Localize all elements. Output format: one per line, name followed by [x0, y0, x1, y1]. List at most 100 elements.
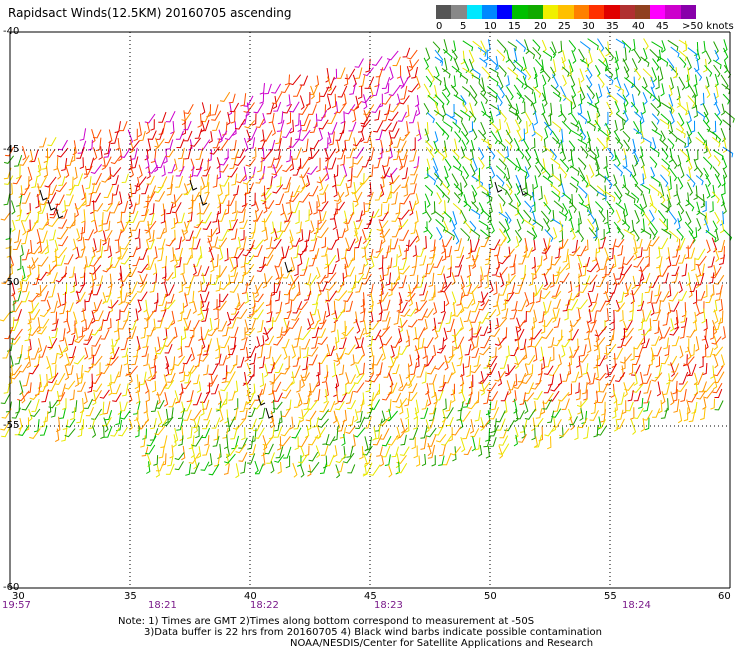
wind-barb	[131, 355, 138, 366]
wind-barb	[524, 112, 532, 127]
wind-barb	[310, 320, 320, 330]
wind-barb	[57, 345, 68, 356]
wind-barb	[677, 102, 688, 116]
wind-barb	[75, 246, 80, 260]
wind-barb	[689, 281, 698, 292]
wind-barb	[453, 183, 464, 197]
wind-barb	[297, 245, 308, 256]
wind-barb	[167, 455, 174, 467]
wind-barb	[367, 147, 375, 161]
wind-barb	[712, 137, 721, 148]
wind-barb	[568, 193, 574, 208]
wind-barb	[722, 93, 730, 105]
latitude-label: -40	[3, 26, 20, 37]
wind-barb	[261, 185, 273, 196]
wind-barb	[274, 257, 283, 268]
wind-barb	[30, 245, 41, 255]
wind-barb	[187, 362, 200, 374]
wind-barb	[649, 202, 658, 214]
wind-barb	[118, 191, 123, 206]
wind-barb	[291, 427, 302, 439]
wind-barb	[259, 92, 265, 104]
wind-barb	[633, 111, 643, 122]
wind-barb	[192, 238, 201, 250]
wind-barb	[587, 319, 597, 333]
wind-barb	[453, 155, 462, 169]
wind-barb	[578, 417, 588, 429]
wind-barb	[712, 166, 720, 179]
wind-barb	[640, 56, 650, 68]
wind-barb	[641, 326, 652, 336]
wind-barb	[1, 273, 12, 285]
wind-barb	[37, 200, 42, 214]
wind-barb	[444, 354, 455, 363]
wind-barb	[201, 110, 212, 123]
wind-barb	[216, 139, 229, 151]
wind-barb	[245, 399, 256, 410]
wind-barb	[139, 274, 144, 288]
wind-speed-legend: 0 5 10 15 20 25 30 35 40 45 >50 knots	[436, 5, 738, 32]
wind-barb	[410, 221, 417, 235]
wind-barb	[364, 76, 375, 89]
wind-barb	[51, 364, 57, 379]
wind-barb	[329, 131, 335, 146]
wind-barb	[83, 165, 88, 179]
wind-barb	[562, 202, 569, 216]
wind-barb	[165, 363, 170, 377]
wind-barb	[107, 245, 112, 259]
wind-barb	[504, 138, 513, 150]
wind-barb	[660, 83, 665, 97]
wind-barb	[70, 147, 76, 163]
wind-barb	[296, 221, 302, 234]
wind-barb	[601, 265, 607, 279]
wind-barb	[278, 410, 283, 425]
wind-barb	[36, 271, 48, 281]
wind-barb	[104, 410, 113, 421]
wind-barb	[91, 129, 96, 144]
wind-barb	[633, 121, 640, 135]
wind-barb	[635, 344, 644, 357]
wind-barb	[102, 264, 113, 273]
wind-barb	[443, 211, 452, 223]
wind-barb	[533, 347, 538, 362]
wind-barb	[722, 146, 734, 158]
wind-barb	[136, 176, 141, 192]
wind-barb	[258, 356, 265, 369]
wind-barb	[686, 173, 696, 188]
wind-barb	[117, 401, 122, 415]
wind-barb	[516, 317, 522, 333]
wind-barb	[414, 193, 420, 206]
wind-barb	[203, 407, 213, 421]
wind-barb	[246, 362, 252, 377]
wind-barb	[658, 399, 663, 414]
wind-barb	[216, 157, 221, 169]
wind-barb	[391, 211, 401, 222]
wind-barb	[147, 363, 153, 379]
wind-barb	[426, 391, 432, 407]
wind-barb	[648, 227, 656, 240]
wind-barb	[64, 364, 70, 381]
wind-barb	[451, 302, 456, 317]
wind-barb	[273, 417, 281, 432]
wind-barb	[550, 347, 555, 362]
wind-barb	[452, 211, 458, 227]
wind-barb	[424, 193, 431, 208]
wind-barb	[276, 176, 282, 188]
wind-barb	[129, 139, 134, 154]
wind-barb	[131, 221, 140, 231]
wind-barb	[52, 311, 58, 325]
wind-barb	[132, 256, 141, 267]
wind-barb	[415, 455, 421, 467]
wind-barb	[65, 166, 70, 179]
wind-barb	[577, 229, 585, 243]
wind-barb	[567, 329, 572, 341]
wind-barb	[533, 436, 538, 448]
wind-barb	[517, 147, 525, 160]
wind-barb	[450, 383, 456, 396]
wind-barb	[54, 372, 66, 386]
wind-barb	[14, 154, 23, 167]
wind-barb	[415, 354, 420, 369]
wind-barb	[524, 291, 530, 308]
wind-barb	[35, 284, 48, 295]
wind-barb	[621, 336, 633, 347]
